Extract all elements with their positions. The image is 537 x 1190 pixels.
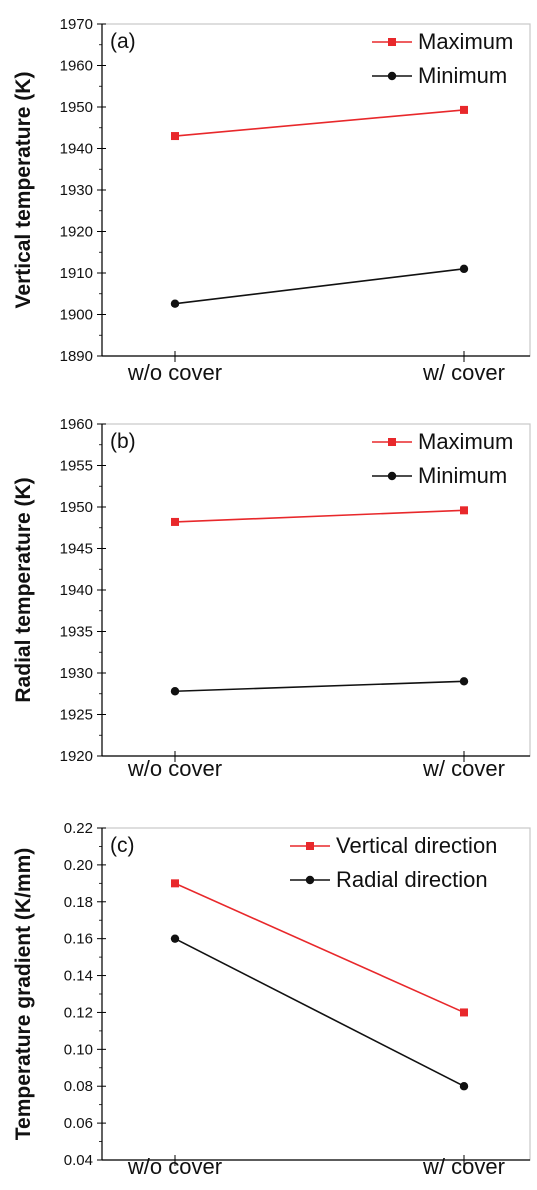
y-tick-label: 0.18: [64, 894, 93, 911]
legend-marker: [305, 875, 315, 885]
data-point: [170, 687, 180, 696]
x-tick-label: w/o cover: [127, 1154, 222, 1179]
y-tick-label: 1950: [60, 99, 93, 116]
legend-marker: [387, 71, 397, 81]
y-tick-label: 1960: [60, 58, 93, 75]
legend-label: Radial direction: [336, 867, 488, 892]
x-tick-label: w/ cover: [422, 756, 505, 781]
y-tick-label: 1955: [60, 458, 93, 475]
chart-panel-2: 1920 1925 1930 1935 1940 1945 1950 1955 1960 w/o …: [12, 416, 531, 781]
y-tick-label: 0.04: [64, 1152, 93, 1169]
y-tick-label: 0.20: [64, 857, 93, 874]
legend-label: Minimum: [418, 463, 507, 488]
y-tick-label: 1900: [60, 307, 93, 324]
legend-marker: [387, 471, 397, 481]
legend-label: Minimum: [418, 63, 507, 88]
y-tick-label: 1920: [60, 748, 93, 765]
data-point: [459, 677, 469, 686]
y-tick-label: 0.22: [64, 820, 93, 837]
y-tick-label: 0.10: [64, 1041, 93, 1058]
panel-label: (c): [110, 834, 135, 857]
data-point: [459, 1082, 469, 1091]
y-axis-title: Radial temperature (K): [12, 477, 35, 702]
y-axis-title: Temperature gradient (K/mm): [12, 848, 35, 1141]
y-tick-label: 0.12: [64, 1004, 93, 1021]
data-point: [170, 934, 180, 943]
y-tick-label: 0.16: [64, 931, 93, 948]
data-point: [460, 1008, 468, 1017]
legend-marker: [388, 438, 396, 446]
legend-label: Maximum: [418, 29, 513, 54]
series-line-2: [174, 937, 465, 1087]
data-point: [171, 132, 179, 141]
y-tick-label: 1935: [60, 624, 93, 641]
y-tick-label: 0.06: [64, 1115, 93, 1132]
data-point: [171, 879, 179, 888]
data-point: [170, 299, 180, 308]
series-line-2: [174, 680, 465, 693]
y-axis-title: Vertical temperature (K): [12, 72, 35, 309]
x-tick-label: w/o cover: [127, 360, 222, 385]
y-tick-label: 0.08: [64, 1078, 93, 1095]
y-tick-label: 1940: [60, 141, 93, 158]
y-tick-label: 0.14: [64, 968, 93, 985]
legend-marker: [306, 842, 314, 850]
x-tick-label: w/ cover: [422, 1154, 505, 1179]
y-tick-label: 1960: [60, 416, 93, 433]
y-tick-label: 1930: [60, 182, 93, 199]
y-tick-label: 1910: [60, 265, 93, 282]
series-line-1: [174, 509, 465, 523]
series-line-1: [174, 882, 465, 1014]
y-tick-label: 1970: [60, 16, 93, 33]
chart-panel-3: 0.04 0.06 0.08 0.10 0.12 0.14 0.16 0.18 0.20 0.22…: [12, 820, 531, 1179]
y-tick-label: 1945: [60, 541, 93, 558]
y-tick-label: 1925: [60, 707, 93, 724]
x-tick-label: w/o cover: [127, 756, 222, 781]
y-tick-label: 1930: [60, 665, 93, 682]
data-point: [460, 105, 468, 114]
chart-panel-1: 1890 1900 1910 1920 1930 1940 1950 1960 1970 w/o …: [12, 16, 531, 385]
y-tick-label: 1940: [60, 582, 93, 599]
x-tick-label: w/ cover: [422, 360, 505, 385]
data-point: [460, 506, 468, 515]
data-point: [459, 264, 469, 274]
series-line-1: [174, 109, 465, 137]
data-point: [171, 517, 179, 526]
legend-marker: [388, 38, 396, 46]
y-tick-label: 1920: [60, 224, 93, 241]
legend-label: Maximum: [418, 429, 513, 454]
panel-label: (a): [110, 30, 136, 53]
legend-label: Vertical direction: [336, 833, 497, 858]
y-tick-label: 1950: [60, 499, 93, 516]
y-tick-label: 1890: [60, 348, 93, 365]
series-line-2: [174, 268, 465, 305]
panel-label: (b): [110, 430, 136, 453]
